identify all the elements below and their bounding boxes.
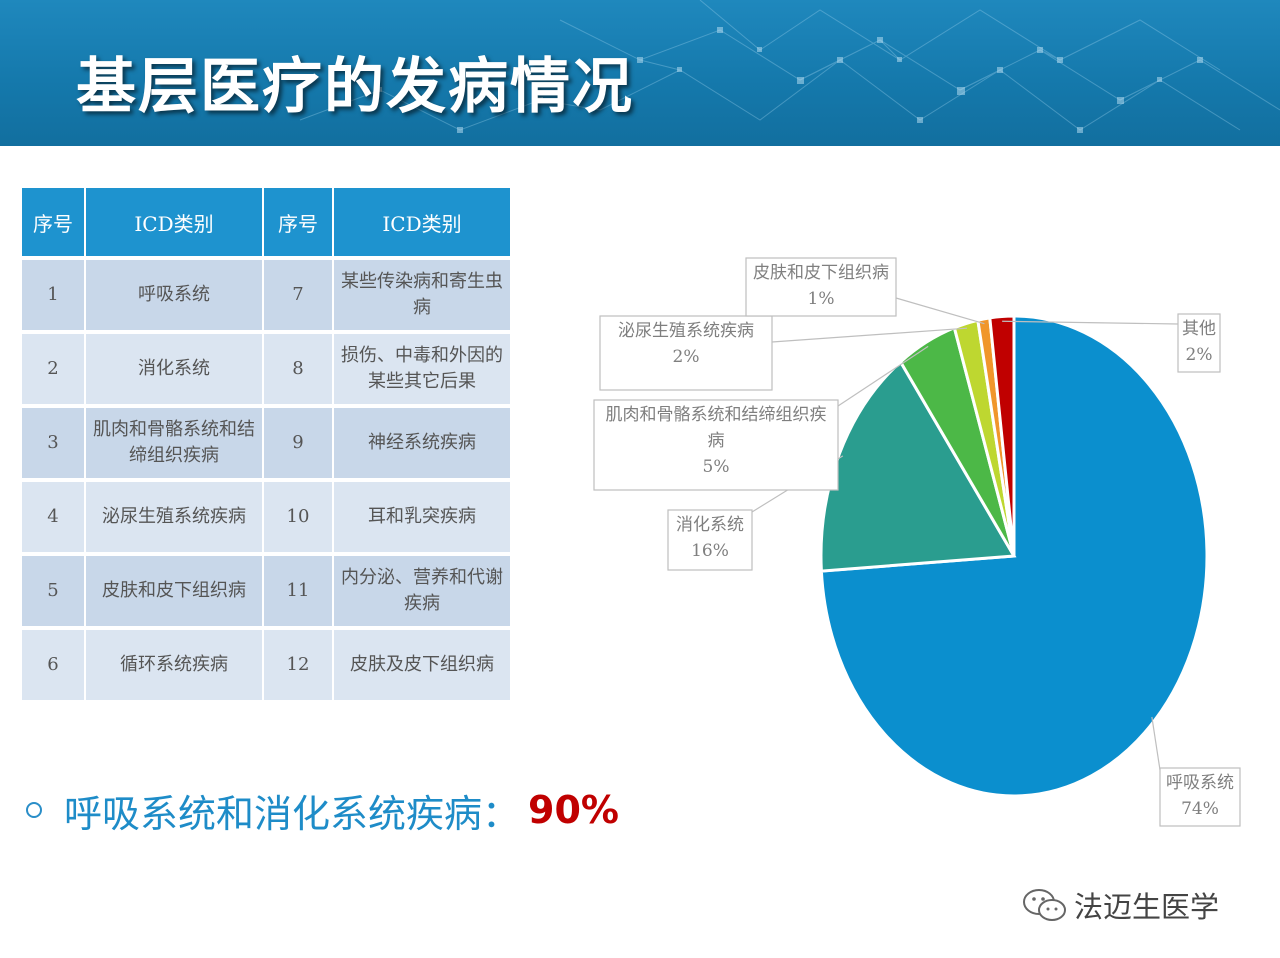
table-cell-category: 皮肤及皮下组织病 <box>334 630 510 700</box>
data-label-category: 其他 <box>1182 319 1216 339</box>
data-label-box <box>593 399 839 491</box>
pie-labels: 呼吸系统 74% 消化系统 16% 肌肉和骨骼系统和结缔组织疾病 5% 泌尿生殖系统疾病 2%… <box>593 257 1241 827</box>
table-cell-number: 5 <box>22 556 84 626</box>
table-row: 5 皮肤和皮下组织病 11 内分泌、营养和代谢疾病 <box>22 556 510 626</box>
table-cell-category: 损伤、中毒和外因的某些其它后果 <box>334 334 510 404</box>
data-label-value: 2% <box>1186 345 1213 365</box>
leader-line <box>837 345 929 407</box>
table-cell-category: 神经系统疾病 <box>334 408 510 478</box>
column-header-number: 序号 <box>22 188 84 256</box>
leader-line <box>895 297 985 325</box>
data-label-category: 肌肉和骨骼系统和结缔组织疾 <box>606 405 827 425</box>
summary-line: 呼吸系统和消化系统疾病： 90% <box>26 780 619 840</box>
data-label-value: 2% <box>673 347 700 367</box>
data-label-value: 16% <box>691 541 729 561</box>
pie-slice <box>988 314 1016 557</box>
data-label-category: 病 <box>708 431 725 451</box>
network-pattern-decoration <box>299 0 1280 133</box>
table-row: 2 消化系统 8 损伤、中毒和外因的某些其它后果 <box>22 334 510 404</box>
leader-line <box>771 327 968 343</box>
table-row: 6 循环系统疾病 12 皮肤及皮下组织病 <box>22 630 510 700</box>
table-cell-number: 10 <box>264 482 332 552</box>
data-label-box <box>1177 313 1221 373</box>
table-row: 1 呼吸系统 7 某些传染病和寄生虫病 <box>22 260 510 330</box>
leader-line <box>1002 320 1179 325</box>
table-cell-number: 8 <box>264 334 332 404</box>
pie-slices <box>819 314 1209 798</box>
table-cell-category: 耳和乳突疾病 <box>334 482 510 552</box>
table-cell-number: 7 <box>264 260 332 330</box>
table-cell-category: 泌尿生殖系统疾病 <box>86 482 262 552</box>
page-title: 基层医疗的发病情况 <box>76 52 634 122</box>
table-row: 4 泌尿生殖系统疾病 10 耳和乳突疾病 <box>22 482 510 552</box>
table-cell-category: 某些传染病和寄生虫病 <box>334 260 510 330</box>
data-label-box <box>745 257 897 317</box>
leader-line <box>1151 716 1161 771</box>
header-banner: 基层医疗的发病情况 <box>0 0 1280 146</box>
data-label-value: 1% <box>808 289 835 309</box>
table-cell-number: 4 <box>22 482 84 552</box>
table-cell-number: 9 <box>264 408 332 478</box>
icd-category-table: 序号 ICD类别 序号 ICD类别 1 呼吸系统 7 某些传染病和寄生虫病 2 … <box>20 184 512 704</box>
data-label-box <box>599 315 773 391</box>
column-header-icd-category: ICD类别 <box>334 188 510 256</box>
bullet-icon <box>26 802 42 818</box>
summary-text: 呼吸系统和消化系统疾病： <box>64 791 521 836</box>
table-cell-category: 消化系统 <box>86 334 262 404</box>
wechat-icon <box>1023 889 1066 921</box>
table-cell-number: 6 <box>22 630 84 700</box>
table-cell-category: 内分泌、营养和代谢疾病 <box>334 556 510 626</box>
data-label-category: 皮肤和皮下组织病 <box>753 263 889 283</box>
column-header-number: 序号 <box>264 188 332 256</box>
pie-slice <box>819 359 1017 573</box>
table-header-row: 序号 ICD类别 序号 ICD类别 <box>22 188 510 256</box>
table-cell-number: 1 <box>22 260 84 330</box>
data-label-box <box>1159 767 1241 827</box>
data-label-value: 74% <box>1181 799 1219 819</box>
data-label-category: 消化系统 <box>676 515 744 535</box>
table-cell-category: 皮肤和皮下组织病 <box>86 556 262 626</box>
summary-value: 90% <box>528 788 619 832</box>
table-cell-category: 呼吸系统 <box>86 260 262 330</box>
column-header-icd-category: ICD类别 <box>86 188 262 256</box>
data-label-category: 泌尿生殖系统疾病 <box>618 321 754 341</box>
table-cell-number: 3 <box>22 408 84 478</box>
data-label-box <box>667 509 753 571</box>
table-cell-number: 12 <box>264 630 332 700</box>
table-cell-category: 肌肉和骨骼系统和结缔组织疾病 <box>86 408 262 478</box>
disease-pie-chart: 呼吸系统 74% 消化系统 16% 肌肉和骨骼系统和结缔组织疾病 5% 泌尿生殖系统疾病 2%… <box>593 257 1241 827</box>
brand-name: 法迈生医学 <box>1074 890 1220 924</box>
table-cell-number: 2 <box>22 334 84 404</box>
brand-watermark: 法迈生医学 <box>1022 880 1219 930</box>
table-row: 3 肌肉和骨骼系统和结缔组织疾病 9 神经系统疾病 <box>22 408 510 478</box>
table-cell-category: 循环系统疾病 <box>86 630 262 700</box>
data-label-category: 呼吸系统 <box>1166 773 1234 793</box>
table-cell-number: 11 <box>264 556 332 626</box>
data-label-value: 5% <box>703 457 730 477</box>
